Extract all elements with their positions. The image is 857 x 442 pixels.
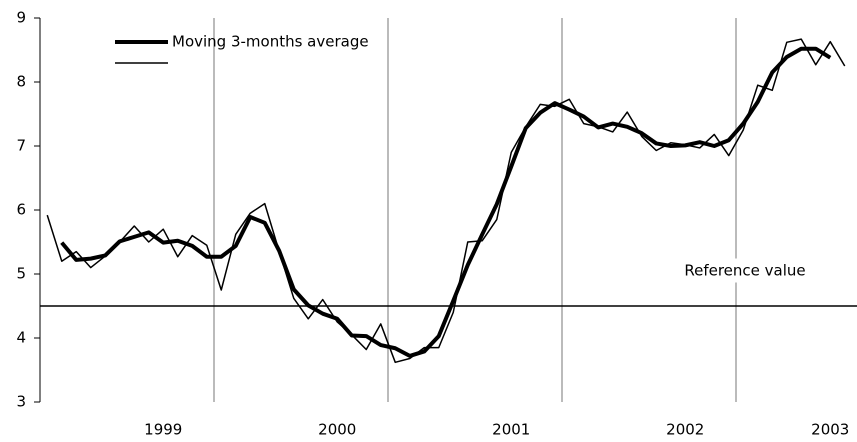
y-tick-label: 5 [16,265,26,283]
y-tick-label: 9 [16,9,26,27]
y-tick-label: 3 [16,393,26,411]
y-tick-label: 6 [16,201,26,219]
x-tick-label: 2002 [666,421,704,439]
y-tick-label: 7 [16,137,26,155]
x-tick-label: 2001 [492,421,530,439]
legend-label: Moving 3-months average [172,33,369,51]
data-line [46,38,846,364]
y-tick-label: 8 [16,73,26,91]
reference-label-bg [680,258,810,283]
x-tick-label: 1999 [144,421,182,439]
data-line [60,46,832,358]
y-tick-label: 4 [16,329,26,347]
reference-label: Reference value [684,262,805,280]
x-tick-label: 2003 [811,421,849,439]
x-tick-label: 2000 [318,421,356,439]
